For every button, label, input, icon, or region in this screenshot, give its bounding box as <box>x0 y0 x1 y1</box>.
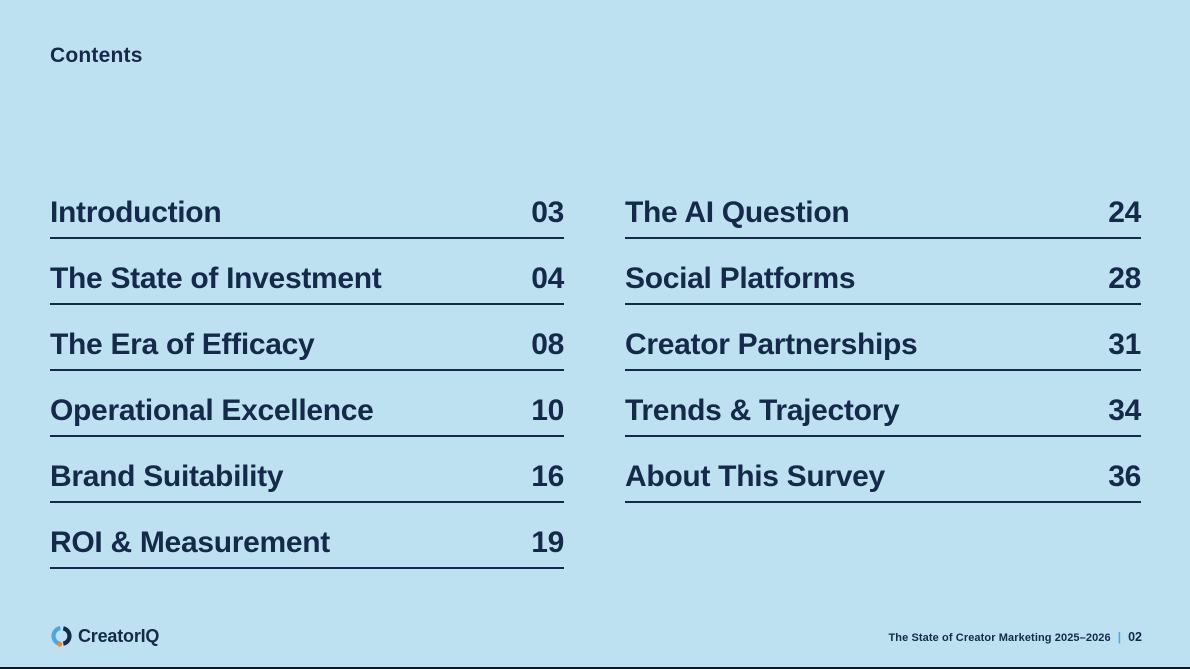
toc-entry-page: 34 <box>1108 394 1141 427</box>
toc-entry[interactable]: Operational Excellence 10 <box>50 371 564 437</box>
toc-entry-label: The AI Question <box>625 196 850 229</box>
toc-entry[interactable]: The AI Question 24 <box>625 173 1141 239</box>
toc-entry-label: Trends & Trajectory <box>625 394 900 427</box>
footer-page-number: 02 <box>1128 630 1142 644</box>
toc-entry-label: Creator Partnerships <box>625 328 918 361</box>
toc-entry-page: 16 <box>531 460 564 493</box>
toc-entry-label: Brand Suitability <box>50 460 284 493</box>
creatoriq-logo: CreatorIQ <box>50 625 159 647</box>
toc-entry-page: 31 <box>1108 328 1141 361</box>
toc-entry[interactable]: Social Platforms 28 <box>625 239 1141 305</box>
toc-entry[interactable]: Introduction 03 <box>50 173 564 239</box>
toc-entry-label: Social Platforms <box>625 262 856 295</box>
toc-column-left: Introduction 03 The State of Investment 04 T… <box>50 173 564 569</box>
toc-entry-page: 08 <box>531 328 564 361</box>
toc-entry[interactable]: Trends & Trajectory 34 <box>625 371 1141 437</box>
toc-entry-page: 24 <box>1108 196 1141 229</box>
creatoriq-logo-icon <box>50 625 72 647</box>
toc-column-right: The AI Question 24 Social Platforms 28 Creat… <box>625 173 1141 503</box>
page-title: Contents <box>50 44 143 67</box>
toc-entry[interactable]: About This Survey 36 <box>625 437 1141 503</box>
toc-entry-label: ROI & Measurement <box>50 526 330 559</box>
toc-entry-page: 10 <box>531 394 564 427</box>
toc-entry-label: The State of Investment <box>50 262 382 295</box>
toc-entry-label: Operational Excellence <box>50 394 374 427</box>
toc-entry-page: 28 <box>1108 262 1141 295</box>
toc-entry-page: 04 <box>531 262 564 295</box>
toc-entry[interactable]: ROI & Measurement 19 <box>50 503 564 569</box>
toc-entry-label: Introduction <box>50 196 222 229</box>
footer-doc-title: The State of Creator Marketing 2025–2026 <box>888 632 1111 644</box>
footer-separator: | <box>1117 630 1122 644</box>
toc-entry-page: 36 <box>1108 460 1141 493</box>
toc-entry-page: 19 <box>531 526 564 559</box>
toc-entry[interactable]: Brand Suitability 16 <box>50 437 564 503</box>
toc-entry-label: About This Survey <box>625 460 885 493</box>
toc-entry[interactable]: The Era of Efficacy 08 <box>50 305 564 371</box>
creatoriq-logo-text: CreatorIQ <box>78 625 160 646</box>
toc-entry[interactable]: The State of Investment 04 <box>50 239 564 305</box>
toc-entry[interactable]: Creator Partnerships 31 <box>625 305 1141 371</box>
bottom-edge <box>0 667 1190 669</box>
toc-entry-label: The Era of Efficacy <box>50 328 315 361</box>
toc-entry-page: 03 <box>531 196 564 229</box>
footer-doc-ref: The State of Creator Marketing 2025–2026… <box>888 630 1142 644</box>
